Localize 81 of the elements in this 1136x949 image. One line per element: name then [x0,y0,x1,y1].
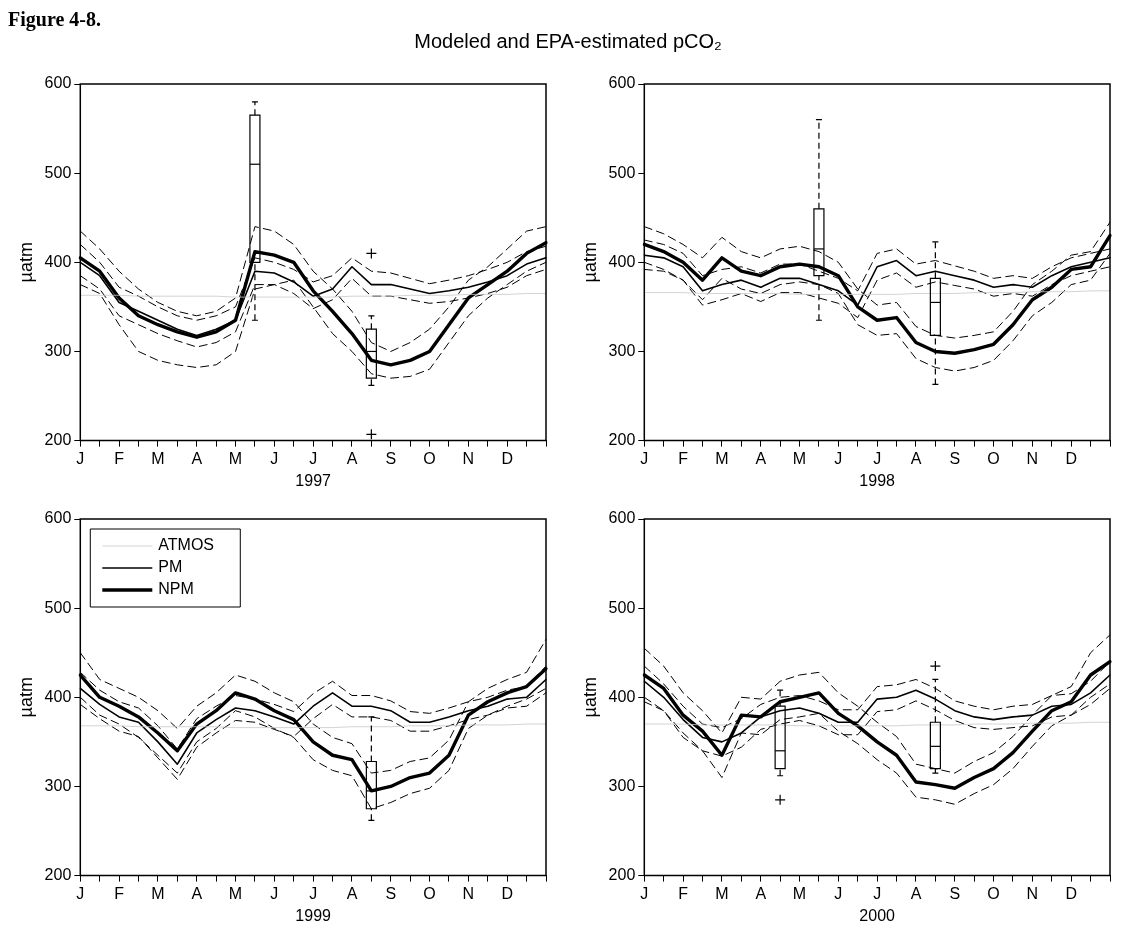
x-tick-label: A [910,884,922,902]
x-tick-label: J [270,884,279,902]
x-tick-label: A [346,884,358,902]
x-tick-label: J [309,449,318,467]
x-tick-label: J [640,449,649,467]
x-tick-label: A [910,449,922,467]
x-tick-label: J [309,884,318,902]
y-tick-label: 400 [44,687,72,705]
x-tick-label: M [151,884,165,902]
x-tick-label: N [1026,884,1039,902]
x-tick-label: A [346,449,358,467]
y-tick-label: 500 [608,598,636,616]
caption: Figure 4-8. [8,8,101,31]
x-axis-title: 1998 [859,471,896,489]
y-tick-label: 600 [608,74,636,92]
y-tick-label: 200 [44,866,72,884]
x-tick-label: M [228,884,243,902]
x-tick-label: D [501,449,513,467]
y-tick-label: 300 [44,776,72,794]
x-tick-label: J [270,449,279,467]
y-tick-label: 600 [608,509,636,527]
x-tick-label: F [114,884,125,902]
y-tick-label: 600 [44,74,72,92]
x-tick-label: M [715,884,729,902]
x-tick-label: S [949,449,961,467]
y-tick-label: 200 [608,866,636,884]
y-tick-label: 400 [608,252,636,270]
y-tick-label: 200 [44,431,72,449]
x-axis-title: 1999 [295,906,332,924]
x-tick-label: D [1065,884,1077,902]
legend-label: NPM [158,580,194,598]
x-axis-title: 1997 [295,471,332,489]
x-tick-label: J [873,449,882,467]
y-tick-label: 300 [608,776,636,794]
x-tick-label: N [462,449,475,467]
y-tick-label: 200 [608,431,636,449]
x-tick-label: A [191,449,203,467]
x-tick-label: O [987,449,1000,467]
x-tick-label: A [755,449,767,467]
y-tick-label: 400 [608,687,636,705]
x-axis-title: 2000 [859,906,896,924]
legend-label: PM [158,558,183,576]
x-tick-label: F [678,884,689,902]
x-tick-label: J [76,884,85,902]
y-tick-label: 500 [608,163,636,181]
x-tick-label: M [792,884,807,902]
x-tick-label: N [462,884,475,902]
x-tick-label: O [423,449,436,467]
x-tick-label: S [385,884,397,902]
x-tick-label: M [715,449,729,467]
x-tick-label: F [114,449,125,467]
y-axis-title: µatm [579,242,600,283]
legend-label: ATMOS [158,536,214,554]
y-axis-title: µatm [579,677,600,718]
x-tick-label: O [987,884,1000,902]
x-tick-label: D [1065,449,1077,467]
y-axis-title: µatm [15,242,36,283]
x-tick-label: J [873,884,882,902]
x-tick-label: M [151,449,165,467]
x-tick-label: O [423,884,436,902]
chart-title: Modeled and EPA-estimated pCO₂ [413,30,723,53]
x-tick-label: A [191,884,203,902]
y-tick-label: 500 [44,163,72,181]
x-tick-label: S [385,449,397,467]
x-tick-label: F [678,449,689,467]
x-tick-label: S [949,884,961,902]
y-tick-label: 300 [608,341,636,359]
x-tick-label: J [76,449,85,467]
y-tick-label: 600 [44,509,72,527]
x-tick-label: N [1026,449,1039,467]
x-tick-label: A [755,884,767,902]
y-tick-label: 300 [44,341,72,359]
y-axis-title: µatm [15,677,36,718]
x-tick-label: M [228,449,243,467]
x-tick-label: J [834,449,843,467]
x-tick-label: J [834,884,843,902]
x-tick-label: J [640,884,649,902]
x-tick-label: D [501,884,513,902]
y-tick-label: 400 [44,252,72,270]
y-tick-label: 500 [44,598,72,616]
x-tick-label: M [792,449,807,467]
